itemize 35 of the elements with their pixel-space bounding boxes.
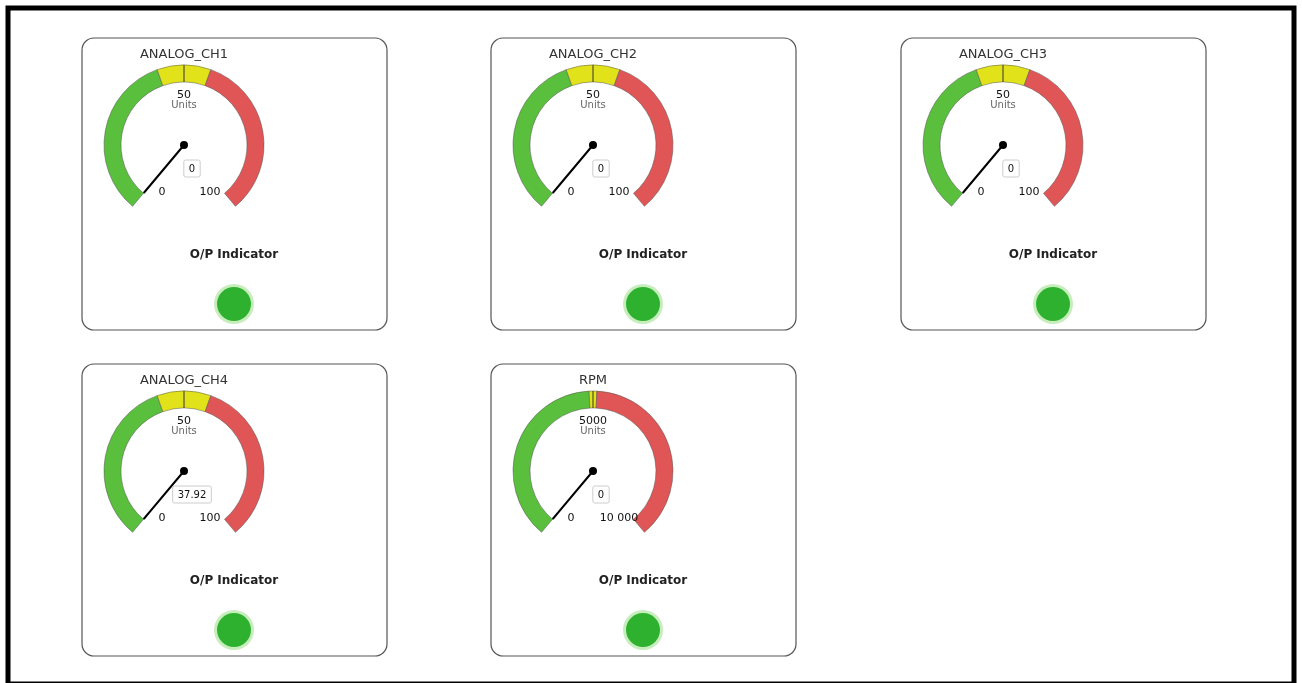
text: 37.92 [177, 489, 207, 500]
text: 0 [567, 511, 575, 524]
text: 0 [977, 185, 985, 198]
text: 50 [996, 88, 1010, 101]
text: Units [580, 425, 606, 436]
text: 100 [199, 185, 221, 198]
chart-title: ANALOG_CH4 [139, 372, 229, 387]
text: O/P Indicator [598, 247, 688, 261]
text: Units [580, 99, 606, 110]
text: O/P Indicator [598, 573, 688, 587]
text: 5000 [579, 414, 607, 427]
text: 0 [158, 185, 166, 198]
text: 50 [177, 88, 191, 101]
text: 0 [158, 511, 166, 524]
chart-title: ANALOG_CH2 [548, 46, 638, 61]
text: 100 [608, 185, 630, 198]
chart-title: ANALOG_CH1 [139, 46, 229, 61]
text: 100 [199, 511, 221, 524]
text: 0 [567, 185, 575, 198]
text: O/P Indicator [189, 573, 279, 587]
text: 50 [586, 88, 600, 101]
text: Units [171, 425, 197, 436]
text: O/P Indicator [189, 247, 279, 261]
text: 0 [597, 163, 605, 174]
text: O/P Indicator [1008, 247, 1098, 261]
text: Units [990, 99, 1016, 110]
text: 0 [1007, 163, 1015, 174]
text: 100 [1018, 185, 1040, 198]
text: Units [171, 99, 197, 110]
text: 50 [177, 414, 191, 427]
chart-title: RPM [578, 372, 608, 387]
chart-title: ANALOG_CH3 [958, 46, 1048, 61]
text: 0 [597, 489, 605, 500]
text: 0 [188, 163, 196, 174]
text: 10 000 [599, 511, 639, 524]
